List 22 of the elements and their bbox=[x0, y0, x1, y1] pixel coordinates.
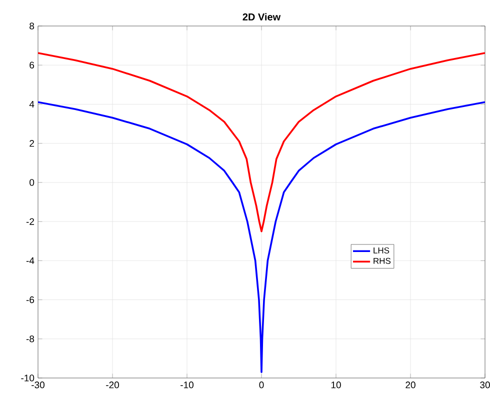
chart-title: 2D View bbox=[242, 13, 281, 20]
y-tick-label: -10 bbox=[21, 374, 34, 382]
y-tick-label: 2 bbox=[30, 140, 34, 147]
x-tick-label: 0 bbox=[259, 382, 264, 388]
x-tick-label: 20 bbox=[406, 382, 416, 388]
y-tick-label: -4 bbox=[26, 257, 34, 264]
x-tick-label: -20 bbox=[106, 382, 119, 388]
y-tick-label: 0 bbox=[30, 179, 34, 186]
legend-label: LHS bbox=[374, 247, 390, 254]
x-tick-label: 10 bbox=[331, 382, 341, 388]
legend-label: RHS bbox=[374, 258, 391, 264]
y-tick-label: -8 bbox=[26, 336, 34, 342]
line-series bbox=[38, 101, 485, 374]
x-tick-label: -30 bbox=[32, 382, 44, 388]
y-tick-label: 4 bbox=[29, 100, 34, 108]
x-tick-label: 30 bbox=[480, 382, 490, 388]
x-tick-label: -10 bbox=[180, 382, 194, 388]
y-tick-label: -2 bbox=[26, 218, 34, 225]
y-tick-label: -6 bbox=[26, 296, 34, 304]
y-tick-label: 6 bbox=[30, 62, 34, 68]
y-tick-label: 8 bbox=[30, 22, 34, 30]
line-series bbox=[38, 52, 485, 232]
